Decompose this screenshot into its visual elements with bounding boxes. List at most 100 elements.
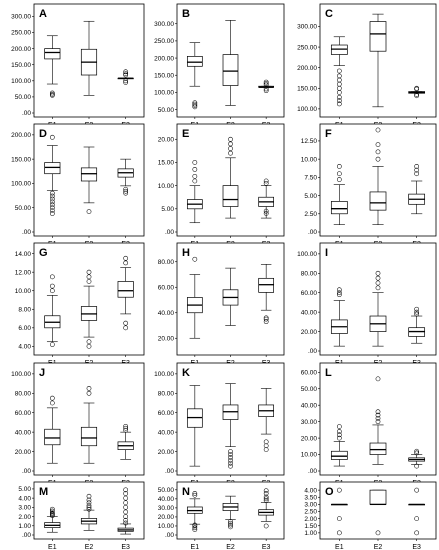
box-e3 bbox=[117, 487, 134, 535]
x-category-label: E2 bbox=[85, 544, 94, 550]
outlier-point bbox=[263, 491, 269, 496]
box-e3 bbox=[117, 423, 134, 460]
y-tick-label: .00 bbox=[22, 468, 31, 475]
y-tick-label: 80.00 bbox=[301, 270, 318, 277]
outlier-point bbox=[263, 88, 269, 94]
outlier-point bbox=[414, 450, 420, 456]
panel-letter: J bbox=[39, 367, 45, 379]
panel-letter: I bbox=[325, 247, 328, 259]
outlier-point bbox=[263, 81, 269, 86]
outlier-point bbox=[123, 255, 129, 261]
box-e1 bbox=[44, 35, 61, 98]
outlier-point bbox=[123, 69, 129, 75]
outlier-point bbox=[336, 429, 342, 434]
y-tick-label: 14.00 bbox=[15, 251, 32, 258]
panel-m: M .00 1.00 2.00 3.00 4.00 5.00 E1 E2 E3 bbox=[18, 481, 145, 550]
outlier-point bbox=[375, 270, 381, 276]
outlier-point bbox=[263, 319, 269, 325]
box-e2 bbox=[222, 495, 239, 530]
y-tick-label: 20.00 bbox=[158, 514, 175, 521]
iqr-box bbox=[117, 281, 134, 298]
y-tick-label: 2.00 bbox=[18, 514, 31, 521]
x-category-label: E1 bbox=[48, 544, 57, 550]
outlier-point bbox=[228, 460, 233, 466]
outlier-point bbox=[375, 412, 381, 418]
outlier-point bbox=[263, 208, 269, 214]
box-e3 bbox=[408, 487, 426, 536]
outlier-point bbox=[228, 136, 233, 142]
outlier-point bbox=[228, 452, 233, 457]
outlier-point bbox=[49, 342, 55, 347]
outlier-point bbox=[375, 149, 381, 155]
iqr-box bbox=[369, 489, 387, 505]
y-tick-label: .00 bbox=[165, 532, 174, 539]
iqr-box bbox=[44, 428, 61, 446]
outlier-point bbox=[336, 432, 342, 438]
iqr-box bbox=[330, 201, 348, 215]
outlier-point bbox=[228, 519, 233, 524]
box-e2 bbox=[222, 383, 239, 469]
y-tick-label: 60.00 bbox=[158, 284, 175, 291]
outlier-point bbox=[123, 425, 129, 431]
outlier-point bbox=[228, 455, 233, 460]
outlier-point bbox=[49, 288, 55, 294]
outlier-point bbox=[263, 79, 269, 85]
y-tick-label: 20.00 bbox=[158, 136, 175, 143]
outlier-point bbox=[123, 78, 129, 84]
iqr-box bbox=[80, 426, 98, 447]
y-tick-label: 60.00 bbox=[301, 290, 318, 297]
box-e1 bbox=[330, 36, 348, 107]
box-e1 bbox=[186, 42, 203, 110]
x-category-label: E2 bbox=[226, 544, 235, 550]
x-category-label: E3 bbox=[262, 544, 271, 550]
y-tick-label: 100.00 bbox=[154, 371, 174, 378]
y-tick-label: 3.00 bbox=[18, 505, 31, 512]
y-tick-label: 2.50 bbox=[304, 509, 317, 516]
y-tick-label: 10.00 bbox=[301, 452, 318, 459]
outlier-point bbox=[414, 516, 420, 521]
outlier-point bbox=[375, 419, 381, 425]
y-tick-label: 40.00 bbox=[158, 429, 175, 436]
outlier-point bbox=[414, 311, 420, 317]
box-e2 bbox=[369, 127, 387, 226]
outlier-point bbox=[49, 134, 55, 140]
panel-n: N .00 10.00 20.00 30.00 40.00 50.00 E1 E2 E3 bbox=[158, 481, 285, 550]
box-e1 bbox=[44, 506, 61, 533]
outlier-point bbox=[86, 279, 92, 284]
box-e3 bbox=[258, 488, 275, 529]
outlier-point bbox=[263, 180, 269, 186]
y-tick-label: 30.00 bbox=[158, 505, 175, 512]
outlier-point bbox=[192, 100, 198, 106]
outlier-point bbox=[49, 199, 55, 205]
outlier-point bbox=[49, 400, 55, 406]
panel-letter: O bbox=[325, 486, 334, 498]
outlier-point bbox=[49, 274, 55, 280]
y-tick-label: 80.00 bbox=[158, 259, 175, 266]
outlier-point bbox=[192, 167, 198, 172]
outlier-point bbox=[49, 211, 55, 216]
outlier-point bbox=[49, 510, 55, 516]
y-tick-label: 100.00 bbox=[11, 371, 31, 378]
iqr-box bbox=[330, 450, 348, 460]
outlier-point bbox=[336, 287, 342, 293]
outlier-point bbox=[123, 325, 129, 331]
y-tick-label: 4.00 bbox=[304, 487, 317, 494]
outlier-point bbox=[375, 142, 381, 147]
box-e1 bbox=[330, 487, 348, 536]
outlier-point bbox=[49, 193, 55, 199]
outlier-point bbox=[263, 488, 269, 494]
y-tick-label: 200.00 bbox=[154, 55, 174, 62]
outlier-point bbox=[192, 178, 198, 184]
box-e2 bbox=[80, 493, 98, 531]
outlier-point bbox=[414, 164, 420, 169]
box-e3 bbox=[117, 69, 134, 85]
outlier-point bbox=[336, 171, 342, 177]
outlier-point bbox=[375, 530, 381, 536]
y-tick-label: 50.00 bbox=[158, 107, 175, 114]
y-tick-label: .00 bbox=[308, 468, 317, 475]
box-e2 bbox=[369, 270, 387, 347]
